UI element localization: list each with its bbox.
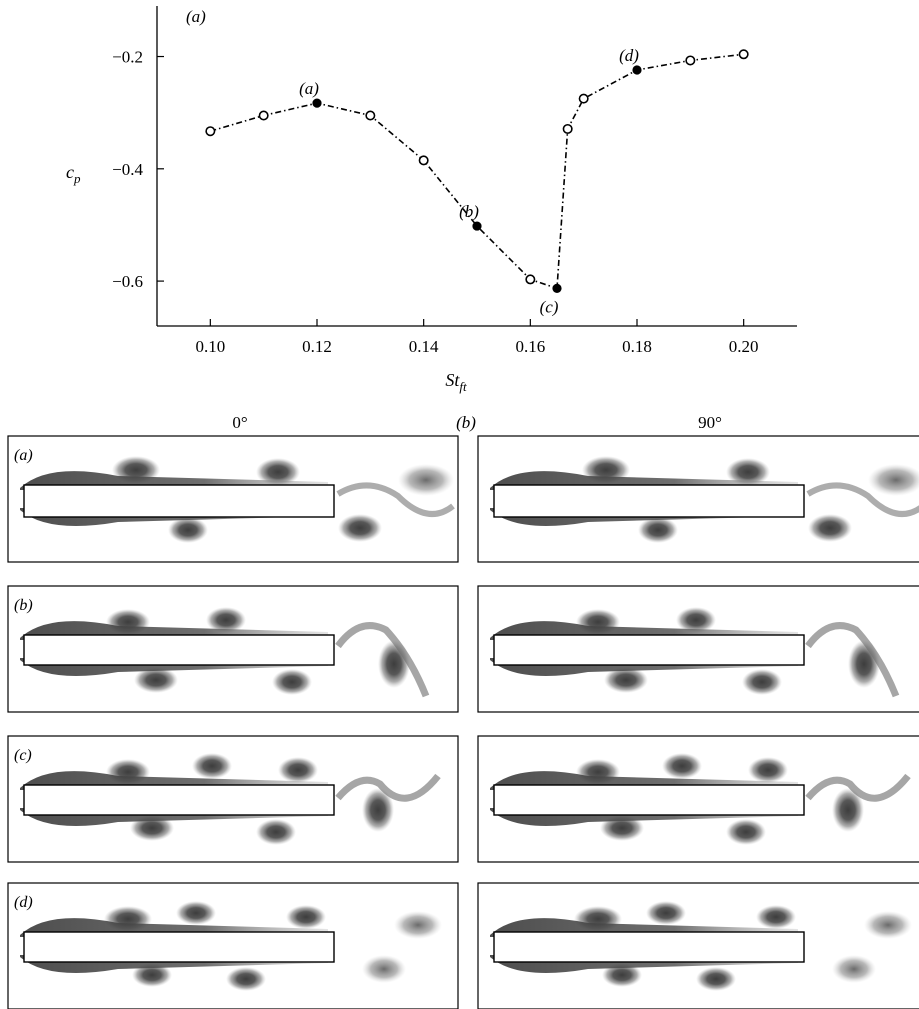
flow-row-c: (c): [7, 735, 919, 863]
column-label-0deg: 0°: [232, 413, 247, 432]
row-label-a: (a): [14, 447, 33, 464]
row-label-d: (d): [14, 894, 33, 911]
x-tick-label: 0.20: [729, 337, 759, 356]
point-label: (b): [459, 202, 479, 221]
data-points: (a) (b) (c) (d): [205, 46, 749, 316]
panel-b-label: (b): [456, 413, 476, 432]
plate-body: [23, 784, 335, 816]
data-point-open: [578, 93, 589, 104]
x-axis-label: Stft: [445, 370, 467, 394]
x-label-main: St: [445, 370, 460, 390]
x-tick-label: 0.16: [515, 337, 545, 356]
x-tick-label: 0.18: [622, 337, 652, 356]
y-axis-label: cp: [66, 162, 81, 186]
cp-chart: (a) 0.10 0.12 0.14 0.16 0.18 0.20 −0.2−0.4−0.…: [66, 6, 797, 394]
point-label: (a): [299, 79, 319, 98]
data-point-open: [685, 55, 696, 66]
point-label: (d): [619, 46, 639, 65]
plate-body: [493, 931, 805, 963]
plate-body: [23, 931, 335, 963]
plate-body: [23, 634, 335, 666]
flow-row-a: (a): [7, 435, 919, 563]
y-ticks: −0.2 −0.4 −0.6: [112, 48, 164, 291]
data-point-open: [205, 126, 216, 137]
flow-panels: 0° (b) 90° (a) (b) (c): [7, 413, 919, 1009]
x-tick-label: 0.12: [302, 337, 332, 356]
flow-row-b: (b): [7, 585, 919, 713]
x-tick-label: 0.14: [409, 337, 439, 356]
y-tick-label: −0.6: [112, 272, 143, 291]
y-tick-label: −0.4: [112, 160, 143, 179]
data-point-filled: [632, 65, 642, 75]
x-label-sub: ft: [459, 379, 467, 394]
data-point-open: [365, 110, 376, 121]
y-label-main: c: [66, 162, 74, 182]
point-label: (c): [540, 297, 559, 316]
row-label-c: (c): [14, 747, 32, 764]
flow-row-d: (d): [7, 882, 919, 1009]
data-point-open: [258, 110, 269, 121]
data-point-filled: [312, 98, 322, 108]
plate-body: [493, 634, 805, 666]
data-point-open: [418, 155, 429, 166]
plate-body: [493, 784, 805, 816]
data-point-filled: [472, 221, 482, 231]
x-ticks: 0.10 0.12 0.14 0.16 0.18 0.20: [195, 319, 759, 356]
data-point-open: [525, 274, 536, 285]
x-tick-label: 0.10: [195, 337, 225, 356]
series-line: [210, 53, 744, 290]
plate-body: [493, 484, 805, 518]
y-tick-label: −0.2: [112, 48, 143, 67]
column-label-90deg: 90°: [698, 413, 722, 432]
row-label-b: (b): [14, 597, 33, 614]
plate-body: [23, 484, 335, 518]
data-point-open: [738, 49, 749, 60]
y-label-sub: p: [73, 171, 81, 186]
data-point-open: [562, 123, 573, 134]
data-point-filled: [552, 283, 562, 293]
panel-a-label: (a): [186, 7, 206, 26]
